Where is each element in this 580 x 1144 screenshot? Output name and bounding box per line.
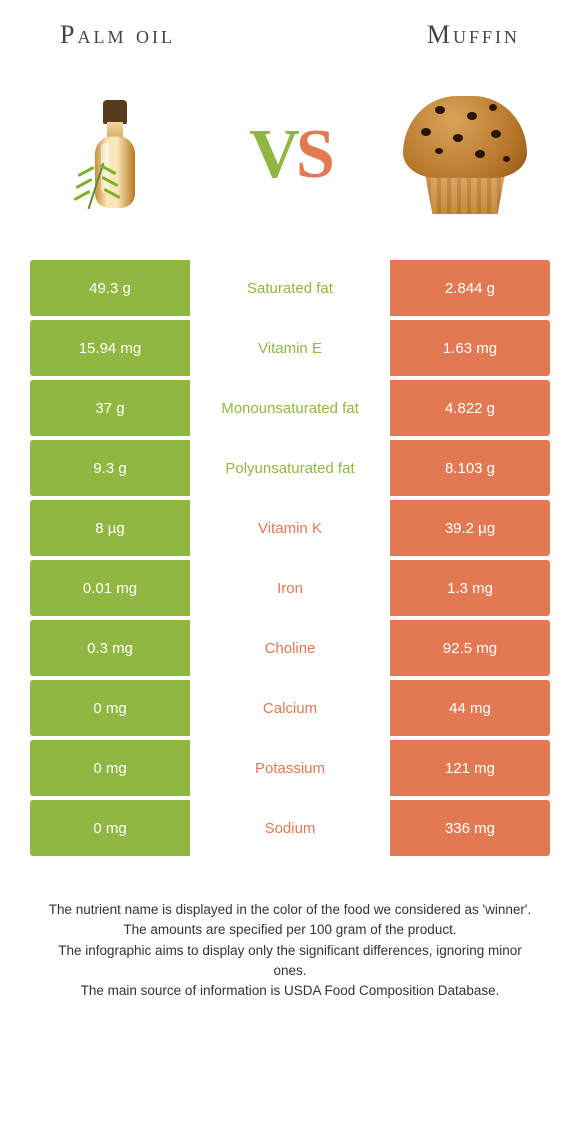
footer-line: The nutrient name is displayed in the co…	[40, 900, 540, 920]
title-left: Palm oil	[60, 20, 175, 50]
vs-v: V	[249, 116, 296, 193]
footer-line: The infographic aims to display only the…	[40, 941, 540, 982]
title-right: Muffin	[427, 20, 520, 50]
palm-oil-image	[40, 80, 190, 230]
nutrient-label: Polyunsaturated fat	[190, 440, 390, 496]
header: Palm oil Muffin	[0, 0, 580, 60]
footer-notes: The nutrient name is displayed in the co…	[0, 860, 580, 1001]
nutrient-label: Monounsaturated fat	[190, 380, 390, 436]
left-value: 8 µg	[30, 500, 190, 556]
right-value: 336 mg	[390, 800, 550, 856]
table-row: 15.94 mgVitamin E1.63 mg	[30, 320, 550, 376]
footer-line: The amounts are specified per 100 gram o…	[40, 920, 540, 940]
table-row: 49.3 gSaturated fat2.844 g	[30, 260, 550, 316]
nutrient-label: Sodium	[190, 800, 390, 856]
right-value: 121 mg	[390, 740, 550, 796]
left-value: 0.3 mg	[30, 620, 190, 676]
right-value: 92.5 mg	[390, 620, 550, 676]
nutrient-label: Vitamin K	[190, 500, 390, 556]
right-value: 8.103 g	[390, 440, 550, 496]
left-value: 0 mg	[30, 800, 190, 856]
vs-label: VS	[249, 115, 331, 195]
nutrient-label: Iron	[190, 560, 390, 616]
table-row: 37 gMonounsaturated fat4.822 g	[30, 380, 550, 436]
left-value: 9.3 g	[30, 440, 190, 496]
nutrient-label: Potassium	[190, 740, 390, 796]
table-row: 8 µgVitamin K39.2 µg	[30, 500, 550, 556]
right-value: 1.3 mg	[390, 560, 550, 616]
table-row: 0 mgSodium336 mg	[30, 800, 550, 856]
left-value: 0 mg	[30, 680, 190, 736]
nutrient-label: Vitamin E	[190, 320, 390, 376]
table-row: 0.01 mgIron1.3 mg	[30, 560, 550, 616]
left-value: 37 g	[30, 380, 190, 436]
right-value: 1.63 mg	[390, 320, 550, 376]
table-row: 9.3 gPolyunsaturated fat8.103 g	[30, 440, 550, 496]
nutrient-label: Choline	[190, 620, 390, 676]
left-value: 0.01 mg	[30, 560, 190, 616]
right-value: 44 mg	[390, 680, 550, 736]
images-row: VS	[0, 60, 580, 260]
table-row: 0 mgCalcium44 mg	[30, 680, 550, 736]
right-value: 4.822 g	[390, 380, 550, 436]
muffin-image	[390, 80, 540, 230]
table-row: 0.3 mgCholine92.5 mg	[30, 620, 550, 676]
left-value: 0 mg	[30, 740, 190, 796]
vs-s: S	[296, 116, 331, 193]
right-value: 2.844 g	[390, 260, 550, 316]
table-row: 0 mgPotassium121 mg	[30, 740, 550, 796]
nutrient-label: Saturated fat	[190, 260, 390, 316]
comparison-table: 49.3 gSaturated fat2.844 g15.94 mgVitami…	[0, 260, 580, 856]
right-value: 39.2 µg	[390, 500, 550, 556]
footer-line: The main source of information is USDA F…	[40, 981, 540, 1001]
nutrient-label: Calcium	[190, 680, 390, 736]
left-value: 15.94 mg	[30, 320, 190, 376]
left-value: 49.3 g	[30, 260, 190, 316]
